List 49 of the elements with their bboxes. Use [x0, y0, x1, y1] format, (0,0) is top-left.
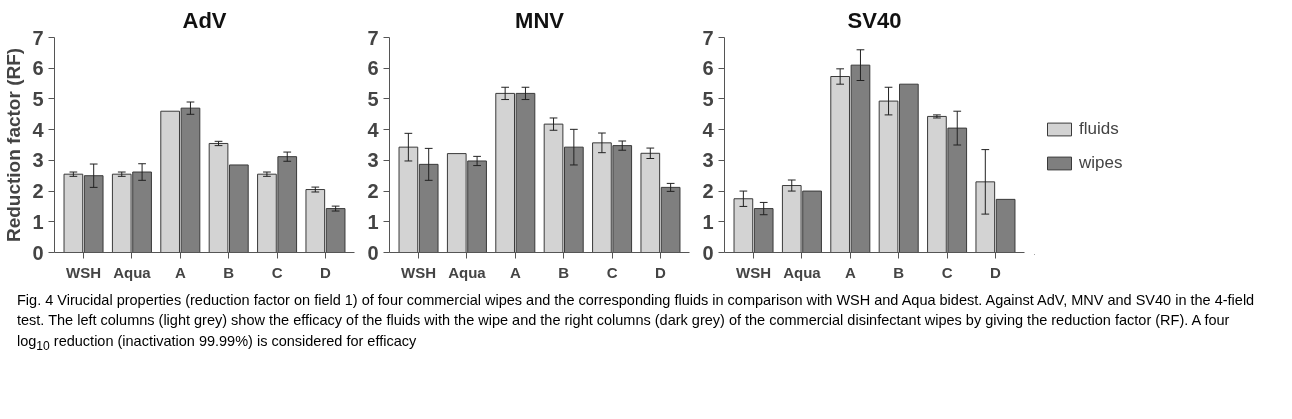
y-tick-label: 6: [702, 57, 714, 80]
x-tick-label: D: [655, 263, 667, 281]
y-tick-label: 1: [367, 210, 379, 233]
x-tick-label: WSH: [66, 263, 102, 281]
x-tick-label: C: [271, 263, 283, 281]
chart-title: SV40: [847, 7, 902, 33]
y-tick-label: 3: [367, 149, 379, 172]
y-tick-label: 7: [702, 26, 714, 49]
y-tick-label: 1: [32, 210, 44, 233]
y-tick-label: 3: [702, 149, 714, 172]
y-tick-label: 5: [702, 87, 714, 110]
y-tick-label: 7: [32, 26, 44, 49]
y-tick-label: 2: [702, 180, 714, 203]
x-tick-label: Aqua: [113, 263, 152, 281]
chart-title: MNV: [515, 7, 565, 33]
x-tick-label: B: [893, 263, 905, 281]
y-tick-label: 5: [32, 87, 44, 110]
x-tick-label: Aqua: [783, 263, 822, 281]
y-tick-label: 7: [367, 26, 379, 49]
y-tick-label: 0: [32, 241, 44, 264]
x-tick-label: WSH: [736, 263, 772, 281]
caption: Fig. 4 Virucidal properties (reduction factor on field 1) of four commercial wipes and the corresponding fluids in comparison with WSH and Aqua bidest. Against AdV, MNV and SV40 in the 4-field test. The left columns (light grey) show the efficacy of the fluids with the wipe and the right columns (dark grey) of the commercial disinfectant wipes by giving the reduction factor (RF). A four log$_{10}$ reduction (inactivation 99.99%) is considered for efficacy: [17, 291, 1255, 355]
x-tick-label: D: [320, 263, 332, 281]
x-tick-label: C: [606, 263, 618, 281]
y-tick-label: 3: [32, 149, 44, 172]
legend-label: wipes: [1079, 152, 1123, 173]
y-tick-label: 4: [367, 118, 380, 141]
legend-label: fluids: [1079, 118, 1119, 139]
x-tick-label: A: [174, 263, 186, 281]
x-tick-label: C: [941, 263, 953, 281]
x-tick-label: A: [509, 263, 521, 281]
chart-title: AdV: [182, 7, 227, 33]
y-tick-label: 5: [367, 87, 379, 110]
y-tick-label: 2: [32, 180, 44, 203]
x-tick-label: Aqua: [448, 263, 487, 281]
x-tick-label: A: [844, 263, 856, 281]
y-axis-title: Reduction factor (RF): [3, 47, 25, 243]
y-tick-label: 2: [367, 180, 379, 203]
y-tick-label: 6: [32, 57, 44, 80]
y-tick-label: 6: [367, 57, 379, 80]
y-tick-label: 0: [367, 241, 379, 264]
x-tick-label: B: [558, 263, 570, 281]
x-tick-label: D: [990, 263, 1002, 281]
y-tick-label: 4: [702, 118, 715, 141]
x-tick-label: B: [223, 263, 235, 281]
y-tick-label: 4: [32, 118, 45, 141]
y-tick-label: 0: [702, 241, 714, 264]
y-tick-label: 1: [702, 210, 714, 233]
x-tick-label: WSH: [401, 263, 437, 281]
